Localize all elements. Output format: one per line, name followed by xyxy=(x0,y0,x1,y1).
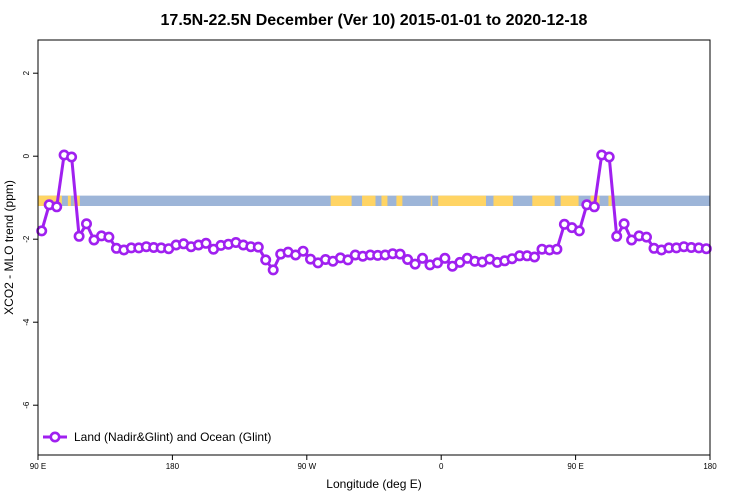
land-segment xyxy=(430,195,433,206)
y-axis: 2 0 -2 -4 -6 xyxy=(22,70,38,409)
data-point xyxy=(66,151,78,163)
data-point xyxy=(611,230,623,242)
x-tick-label: 90 W xyxy=(297,462,316,471)
land-segment xyxy=(532,195,555,206)
data-point xyxy=(81,218,93,230)
data-point xyxy=(618,218,630,230)
x-tick-label: 90 E xyxy=(30,462,46,471)
surface-band xyxy=(38,195,710,206)
y-tick-label: 0 xyxy=(22,153,31,158)
x-tick-label: 180 xyxy=(703,462,717,471)
data-point xyxy=(573,225,585,237)
data-point xyxy=(416,252,428,264)
data-point xyxy=(342,254,354,266)
land-segment xyxy=(362,195,376,206)
x-axis-title: Longitude (deg E) xyxy=(326,477,421,491)
x-tick-label: 0 xyxy=(439,462,444,471)
y-tick-label: -2 xyxy=(22,235,31,243)
data-point xyxy=(252,241,264,253)
legend: Land (Nadir&Glint) and Ocean (Glint) xyxy=(43,430,271,444)
x-tick-label: 90 E xyxy=(567,462,583,471)
x-axis: 90 E 180 90 W 0 90 E 180 xyxy=(30,455,717,471)
data-point xyxy=(394,248,406,260)
data-point xyxy=(260,254,272,266)
data-point xyxy=(603,151,615,163)
land-segment xyxy=(330,195,352,206)
plot-frame xyxy=(37,39,711,456)
land-segment xyxy=(381,195,388,206)
y-tick-label: -6 xyxy=(22,401,31,409)
data-point xyxy=(439,252,451,264)
land-segment xyxy=(396,195,403,206)
data-point xyxy=(528,251,540,263)
y-tick-label: -4 xyxy=(22,318,31,326)
data-point xyxy=(267,264,279,276)
data-point xyxy=(297,245,309,257)
data-point xyxy=(51,201,63,213)
legend-marker xyxy=(49,431,61,443)
land-segment xyxy=(67,195,71,206)
data-point xyxy=(402,254,414,266)
y-axis-title: XCO2 - MLO trend (ppm) xyxy=(2,180,16,315)
land-segment xyxy=(493,195,513,206)
chart-title: 17.5N-22.5N December (Ver 10) 2015-01-01… xyxy=(161,12,588,29)
data-point xyxy=(103,231,115,243)
x-tick-label: 180 xyxy=(166,462,180,471)
series-layer xyxy=(36,149,712,276)
data-point xyxy=(73,230,85,242)
data-point xyxy=(551,243,563,255)
land-segment xyxy=(608,195,612,206)
land-segment xyxy=(438,195,486,206)
data-point xyxy=(200,237,212,249)
y-tick-label: 2 xyxy=(22,70,31,75)
legend-label: Land (Nadir&Glint) and Ocean (Glint) xyxy=(74,430,271,444)
data-point xyxy=(640,231,652,243)
data-point xyxy=(409,258,421,270)
data-point xyxy=(431,257,443,269)
data-point xyxy=(588,201,600,213)
data-point xyxy=(700,243,712,255)
data-point xyxy=(36,225,48,237)
land-segment xyxy=(560,195,579,206)
